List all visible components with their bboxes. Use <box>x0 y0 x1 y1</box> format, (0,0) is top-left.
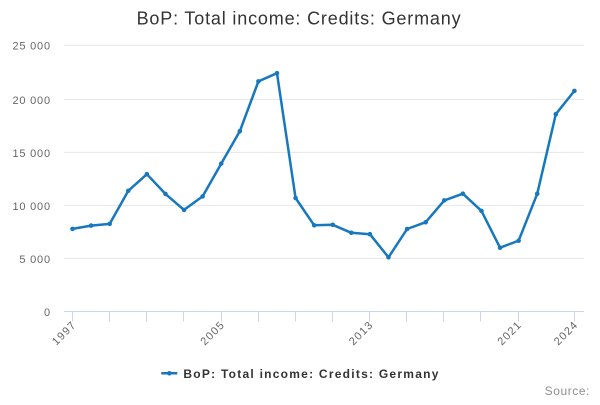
svg-text:20 000: 20 000 <box>12 95 50 107</box>
svg-text:5 000: 5 000 <box>19 254 51 266</box>
svg-text:25 000: 25 000 <box>12 41 50 53</box>
svg-text:Source:: Source: <box>545 384 590 398</box>
svg-text:0: 0 <box>44 307 51 319</box>
svg-text:10 000: 10 000 <box>12 201 50 213</box>
svg-text:BoP: Total income: Credits: Ge: BoP: Total income: Credits: Germany <box>183 367 439 381</box>
svg-text:15 000: 15 000 <box>12 148 50 160</box>
svg-text:BoP: Total income: Credits: Ge: BoP: Total income: Credits: Germany <box>137 8 462 28</box>
